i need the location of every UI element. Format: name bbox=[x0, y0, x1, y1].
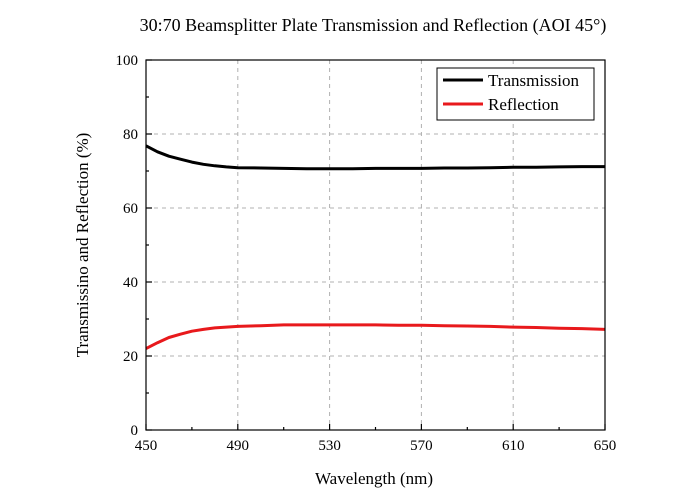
x-tick-label: 570 bbox=[410, 438, 433, 454]
legend: Transmission Reflection bbox=[436, 67, 595, 121]
x-axis-label: Wavelength (nm) bbox=[315, 469, 433, 488]
series-line-reflection bbox=[145, 323, 606, 350]
x-tick-label: 610 bbox=[502, 438, 525, 454]
y-axis-label: Transmissino and Reflection (%) bbox=[73, 133, 92, 358]
x-tick-label: 650 bbox=[594, 438, 617, 454]
x-tick-label: 530 bbox=[318, 438, 341, 454]
grid bbox=[146, 60, 605, 430]
y-tick-label: 60 bbox=[123, 201, 138, 217]
legend-label-reflection: Reflection bbox=[488, 95, 559, 114]
axis-ticks: 450 490 530 570 610 650 0 20 40 60 80 100 bbox=[116, 53, 617, 454]
y-tick-label: 20 bbox=[123, 349, 138, 365]
x-tick-label: 490 bbox=[227, 438, 250, 454]
series-line-transmission bbox=[145, 144, 605, 171]
series-lines bbox=[145, 144, 606, 350]
y-tick-label: 40 bbox=[123, 275, 138, 291]
chart-title: 30:70 Beamsplitter Plate Transmission an… bbox=[140, 15, 607, 36]
x-tick-label: 450 bbox=[135, 438, 158, 454]
legend-label-transmission: Transmission bbox=[488, 71, 580, 90]
y-tick-label: 100 bbox=[116, 53, 139, 69]
y-tick-label: 0 bbox=[131, 423, 139, 439]
y-tick-label: 80 bbox=[123, 127, 138, 143]
legend-box bbox=[436, 67, 595, 121]
